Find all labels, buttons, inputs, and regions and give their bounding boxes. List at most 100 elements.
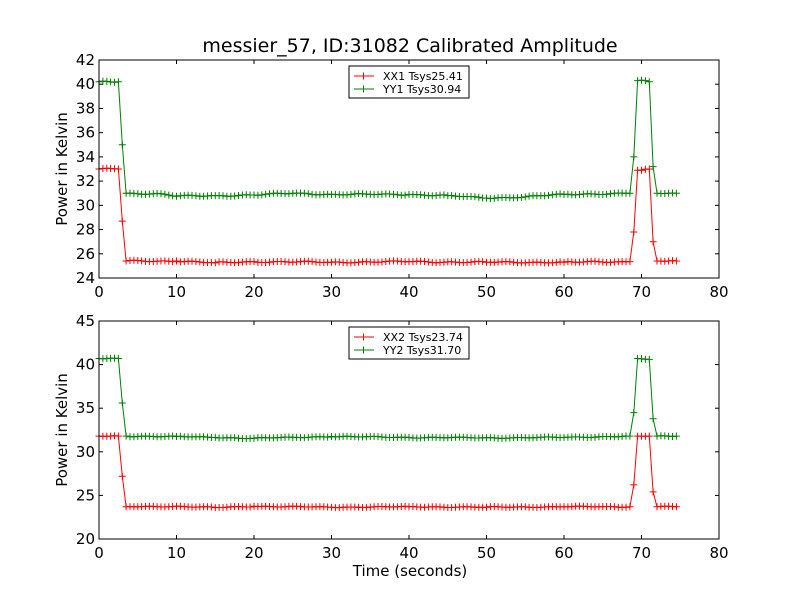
bottom-series-0-point — [246, 503, 254, 511]
top-x-tick-label: 80 — [709, 283, 728, 301]
top-series-0-point — [118, 217, 126, 225]
top-series-1-point — [114, 78, 122, 86]
top-x-tick-label: 10 — [167, 283, 186, 301]
top-series-0-point — [560, 258, 568, 266]
top-series-1-point — [471, 193, 479, 201]
top-x-tick-label: 20 — [244, 283, 263, 301]
bottom-y-tick-label: 45 — [76, 312, 95, 330]
bottom-y-axis-label: Power in Kelvin — [53, 373, 71, 487]
top-series-0-point — [645, 165, 653, 173]
top-series-0-point — [114, 165, 122, 173]
top-y-tick-label: 40 — [76, 75, 95, 93]
bottom-series-0-point — [626, 503, 634, 511]
top-series-1-point — [521, 193, 529, 201]
bottom-x-tick-label: 20 — [244, 544, 263, 562]
bottom-x-tick-label: 10 — [167, 544, 186, 562]
top-series-1-point — [258, 191, 266, 199]
bottom-y-tick-label: 40 — [76, 356, 95, 374]
top-series-1-point — [440, 191, 448, 199]
top-y-tick-label: 24 — [76, 269, 95, 287]
bottom-x-tick-label: 80 — [709, 544, 728, 562]
top-series-0-point — [250, 258, 258, 266]
top-y-tick-label: 34 — [76, 148, 95, 166]
x-axis-label: Time (seconds) — [352, 562, 468, 580]
bottom-series-1-point — [649, 415, 657, 423]
bottom-series-0-point — [649, 488, 657, 496]
bottom-series-0-point — [645, 432, 653, 440]
bottom-legend-entry: XX2 Tsys23.74 — [383, 331, 463, 344]
bottom-x-tick-label: 70 — [632, 544, 651, 562]
bottom-series-1-point — [672, 432, 680, 440]
top-series-1-point — [548, 191, 556, 199]
top-y-tick-label: 38 — [76, 99, 95, 117]
top-y-axis-label: Power in Kelvin — [53, 112, 71, 226]
bottom-legend-box — [348, 326, 470, 360]
bottom-x-tick-label: 30 — [322, 544, 341, 562]
top-series-1-point — [603, 190, 611, 198]
top-x-tick-label: 0 — [94, 283, 104, 301]
bottom-plot-panel: 0 10 20 30 40 50 60 70 80 20 25 30 35 40 45 XX2 Tsys23.… — [76, 312, 729, 562]
top-y-tick-label: 36 — [76, 124, 95, 142]
chart-title: messier_57, ID:31082 Calibrated Amplitud… — [202, 35, 617, 57]
bottom-series-1-point — [324, 433, 332, 441]
top-series-0-point — [479, 258, 487, 266]
top-x-tick-label: 30 — [322, 283, 341, 301]
top-legend-entry: YY1 Tsys30.94 — [382, 83, 461, 96]
top-series-1-point — [161, 190, 169, 198]
bottom-series-1-point — [626, 432, 634, 440]
top-series-1-point — [401, 191, 409, 199]
top-legend-marker — [360, 85, 367, 93]
top-series-1-point — [649, 163, 657, 171]
top-y-tick-label: 26 — [76, 245, 95, 263]
bottom-y-tick-label: 35 — [76, 399, 95, 417]
top-legend-entry: XX1 Tsys25.41 — [383, 70, 463, 83]
top-y-tick-label: 30 — [76, 196, 95, 214]
bottom-series-0-point — [207, 503, 215, 511]
top-series-0-point — [173, 257, 180, 265]
top-series-0 — [95, 164, 680, 267]
top-series-1 — [95, 76, 680, 203]
top-series-1-point — [118, 141, 126, 149]
top-series-1-point — [645, 78, 653, 86]
top-x-tick-label: 50 — [477, 283, 496, 301]
bottom-series-1 — [95, 354, 680, 443]
bottom-series-1-point — [211, 433, 219, 441]
top-legend-box — [348, 65, 470, 99]
bottom-series-1-point — [122, 432, 130, 440]
top-series-1-point — [165, 191, 173, 199]
top-x-tick-label: 60 — [554, 283, 573, 301]
top-x-tick-label: 70 — [632, 283, 651, 301]
top-series-0-point — [638, 166, 645, 174]
bottom-series-1-point — [645, 355, 653, 363]
bottom-series-0-point — [483, 503, 490, 511]
bottom-x-tick-label: 40 — [399, 544, 418, 562]
top-series-0-point — [626, 258, 634, 266]
top-series-0-point — [630, 228, 638, 236]
top-series-0-point — [672, 257, 680, 265]
top-series-1-point — [641, 77, 649, 85]
top-series-0-point — [649, 238, 657, 246]
top-series-1-point — [475, 193, 483, 201]
top-series-1-point — [304, 190, 312, 198]
bottom-series-0-point — [118, 472, 126, 480]
bottom-y-tick-label: 30 — [76, 443, 95, 461]
bottom-x-tick-label: 60 — [554, 544, 573, 562]
bottom-y-tick-label: 25 — [76, 486, 95, 504]
bottom-y-tick-label: 20 — [76, 530, 95, 548]
top-x-tick-label: 40 — [399, 283, 418, 301]
bottom-legend-marker — [360, 346, 367, 354]
top-y-tick-label: 42 — [76, 51, 95, 69]
bottom-series-0-point — [630, 481, 638, 489]
top-series-1-point — [626, 189, 634, 197]
bottom-series-0-point — [114, 432, 122, 440]
top-series-1-point — [448, 192, 456, 199]
bottom-x-tick-label: 0 — [94, 544, 104, 562]
bottom-x-tick-label: 50 — [477, 544, 496, 562]
top-y-tick-label: 32 — [76, 172, 95, 190]
bottom-series-1-point — [114, 355, 122, 362]
bottom-legend-marker — [360, 333, 367, 341]
